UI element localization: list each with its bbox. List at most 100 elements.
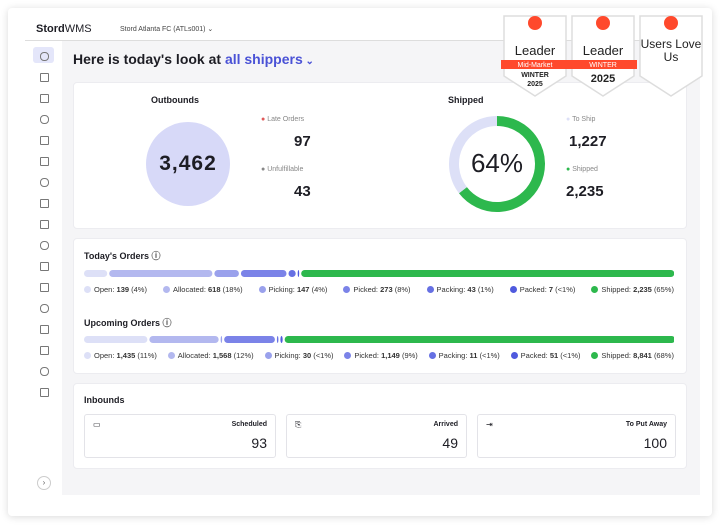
legend-label: Packed: — [520, 351, 548, 360]
sidebar-icon[interactable] — [40, 366, 49, 376]
outbounds-title: Outbounds — [151, 95, 199, 105]
legend-count: 1,149 — [381, 351, 400, 360]
donut-to-ship — [449, 116, 498, 194]
upcoming-bar — [84, 336, 674, 343]
legend-item: Packed: 51 (<1%) — [510, 351, 581, 360]
inbound-card: ▭ Scheduled 93 — [84, 414, 276, 458]
sidebar-toggle: › — [37, 476, 51, 490]
logo-suffix: WMS — [64, 23, 92, 35]
bar-segment — [288, 270, 296, 277]
badge-ribbon-text: Mid-Market — [517, 62, 552, 69]
sidebar-icon[interactable] — [40, 51, 49, 61]
legend-count: 30 — [302, 351, 312, 360]
legend-label: Picking: — [268, 285, 295, 294]
legend-label: Shipped: — [601, 285, 631, 294]
todays-bar — [84, 270, 674, 277]
inbound-icon: ▭ — [93, 420, 101, 429]
badge-season: WINTER — [521, 72, 549, 79]
donut — [449, 116, 545, 212]
to-ship-label: To Ship — [572, 116, 596, 123]
legend-dot — [343, 286, 351, 293]
sidebar-icon[interactable] — [40, 303, 49, 313]
bar-segment — [301, 270, 674, 277]
legend-count: 7 — [548, 285, 554, 294]
legend-item: Picking: 147 (4%) — [258, 285, 328, 294]
legend-label: Allocated: — [172, 285, 206, 294]
sidebar-icon[interactable] — [40, 387, 49, 397]
bar-segment — [149, 336, 219, 343]
bar-segment — [284, 336, 674, 343]
legend-count: 51 — [549, 351, 559, 360]
unfulfillable-label: Unfulfillable — [267, 166, 304, 173]
inbound-value: 49 — [442, 435, 458, 451]
legend-count: 273 — [380, 285, 393, 294]
sidebar-icon[interactable] — [40, 345, 49, 355]
sidebar-icon[interactable] — [40, 177, 49, 187]
todays-legend: Open: 139 (4%) Allocated: 618 (18%) Pickin… — [84, 285, 674, 294]
orders-card — [73, 238, 687, 374]
legend-dot — [344, 352, 352, 359]
legend-item: Picking: 30 (<1%) — [264, 351, 334, 360]
legend-dot — [510, 352, 518, 359]
bar-segment — [224, 336, 275, 343]
badge-shape — [639, 15, 703, 97]
sidebar-icon[interactable] — [40, 219, 49, 229]
shipped-title: Shipped — [448, 95, 484, 105]
legend-share: (1%) — [477, 285, 494, 294]
inbound-label: Arrived — [433, 421, 458, 428]
legend-count: 43 — [467, 285, 476, 294]
sidebar-icon[interactable] — [40, 282, 49, 292]
badge-year: 2025 — [591, 73, 615, 85]
legend-share: (<1%) — [313, 351, 334, 360]
legend-share: (4%) — [311, 285, 328, 294]
legend-share: (<1%) — [560, 351, 581, 360]
badge-ribbon-text: WINTER — [589, 62, 617, 69]
sidebar-icon[interactable] — [40, 198, 49, 208]
inbound-icon: ⎘ — [295, 420, 302, 429]
bar-segment — [297, 270, 300, 277]
sidebar-icon[interactable] — [40, 240, 49, 250]
shipper-filter[interactable]: all shippers — [224, 51, 303, 67]
inbound-card: ⇥ To Put Away 100 — [477, 414, 676, 458]
legend-share: (11%) — [137, 351, 157, 360]
sidebar-icon[interactable] — [40, 261, 49, 271]
inbound-label: To Put Away — [625, 421, 667, 428]
badges: Leader Mid-Market WINTER 2025 Leader WINTER 20… — [501, 15, 703, 97]
sidebar-icon[interactable] — [40, 114, 49, 124]
legend-share: (9%) — [401, 351, 418, 360]
to-ship-value: 1,227 — [569, 133, 607, 150]
legend-count: 147 — [296, 285, 310, 294]
legend-label: Picked: — [353, 285, 379, 294]
g2-logo — [596, 16, 610, 30]
facility-selector[interactable]: Stord Atlanta FC (ATLs001) ⌄ — [120, 26, 214, 33]
heading: Here is today's look at all shippers ⌄ — [73, 51, 314, 67]
legend-dot — [591, 286, 599, 293]
sidebar-icon[interactable] — [40, 72, 49, 82]
sidebar-icon[interactable] — [40, 93, 49, 103]
legend-share: (4%) — [131, 285, 147, 294]
bar-segment — [280, 336, 283, 343]
legend-item: Picked: 1,149 (9%) — [344, 351, 418, 360]
inbound-icon: ⇥ — [486, 420, 493, 429]
legend-label: Allocated: — [177, 351, 211, 360]
legend-dot — [167, 352, 175, 359]
bar-segment — [84, 270, 108, 277]
legend-count: 8,841 — [633, 351, 652, 360]
shipped-label: Shipped — [572, 166, 598, 173]
upcoming-orders-text: Upcoming Orders — [84, 318, 161, 328]
legend-item: Open: 1,435 (11%) — [84, 351, 157, 360]
sidebar-icon[interactable] — [40, 135, 49, 145]
legend-count: 1,568 — [212, 351, 232, 360]
legend-label: Shipped: — [601, 351, 631, 360]
legend-count: 618 — [208, 285, 221, 294]
facility: Stord Atlanta FC (ATLs001) — [120, 26, 206, 33]
legend-dot — [84, 286, 91, 293]
sidebar-icon[interactable] — [40, 324, 49, 334]
bar-segment — [214, 270, 239, 277]
legend-share: (65%) — [653, 285, 674, 294]
sidebar-icon[interactable] — [40, 156, 49, 166]
legend-share: (<1%) — [555, 285, 576, 294]
inbound-card: ⎘ Arrived 49 — [286, 414, 467, 458]
badge-ribbon — [569, 60, 637, 69]
